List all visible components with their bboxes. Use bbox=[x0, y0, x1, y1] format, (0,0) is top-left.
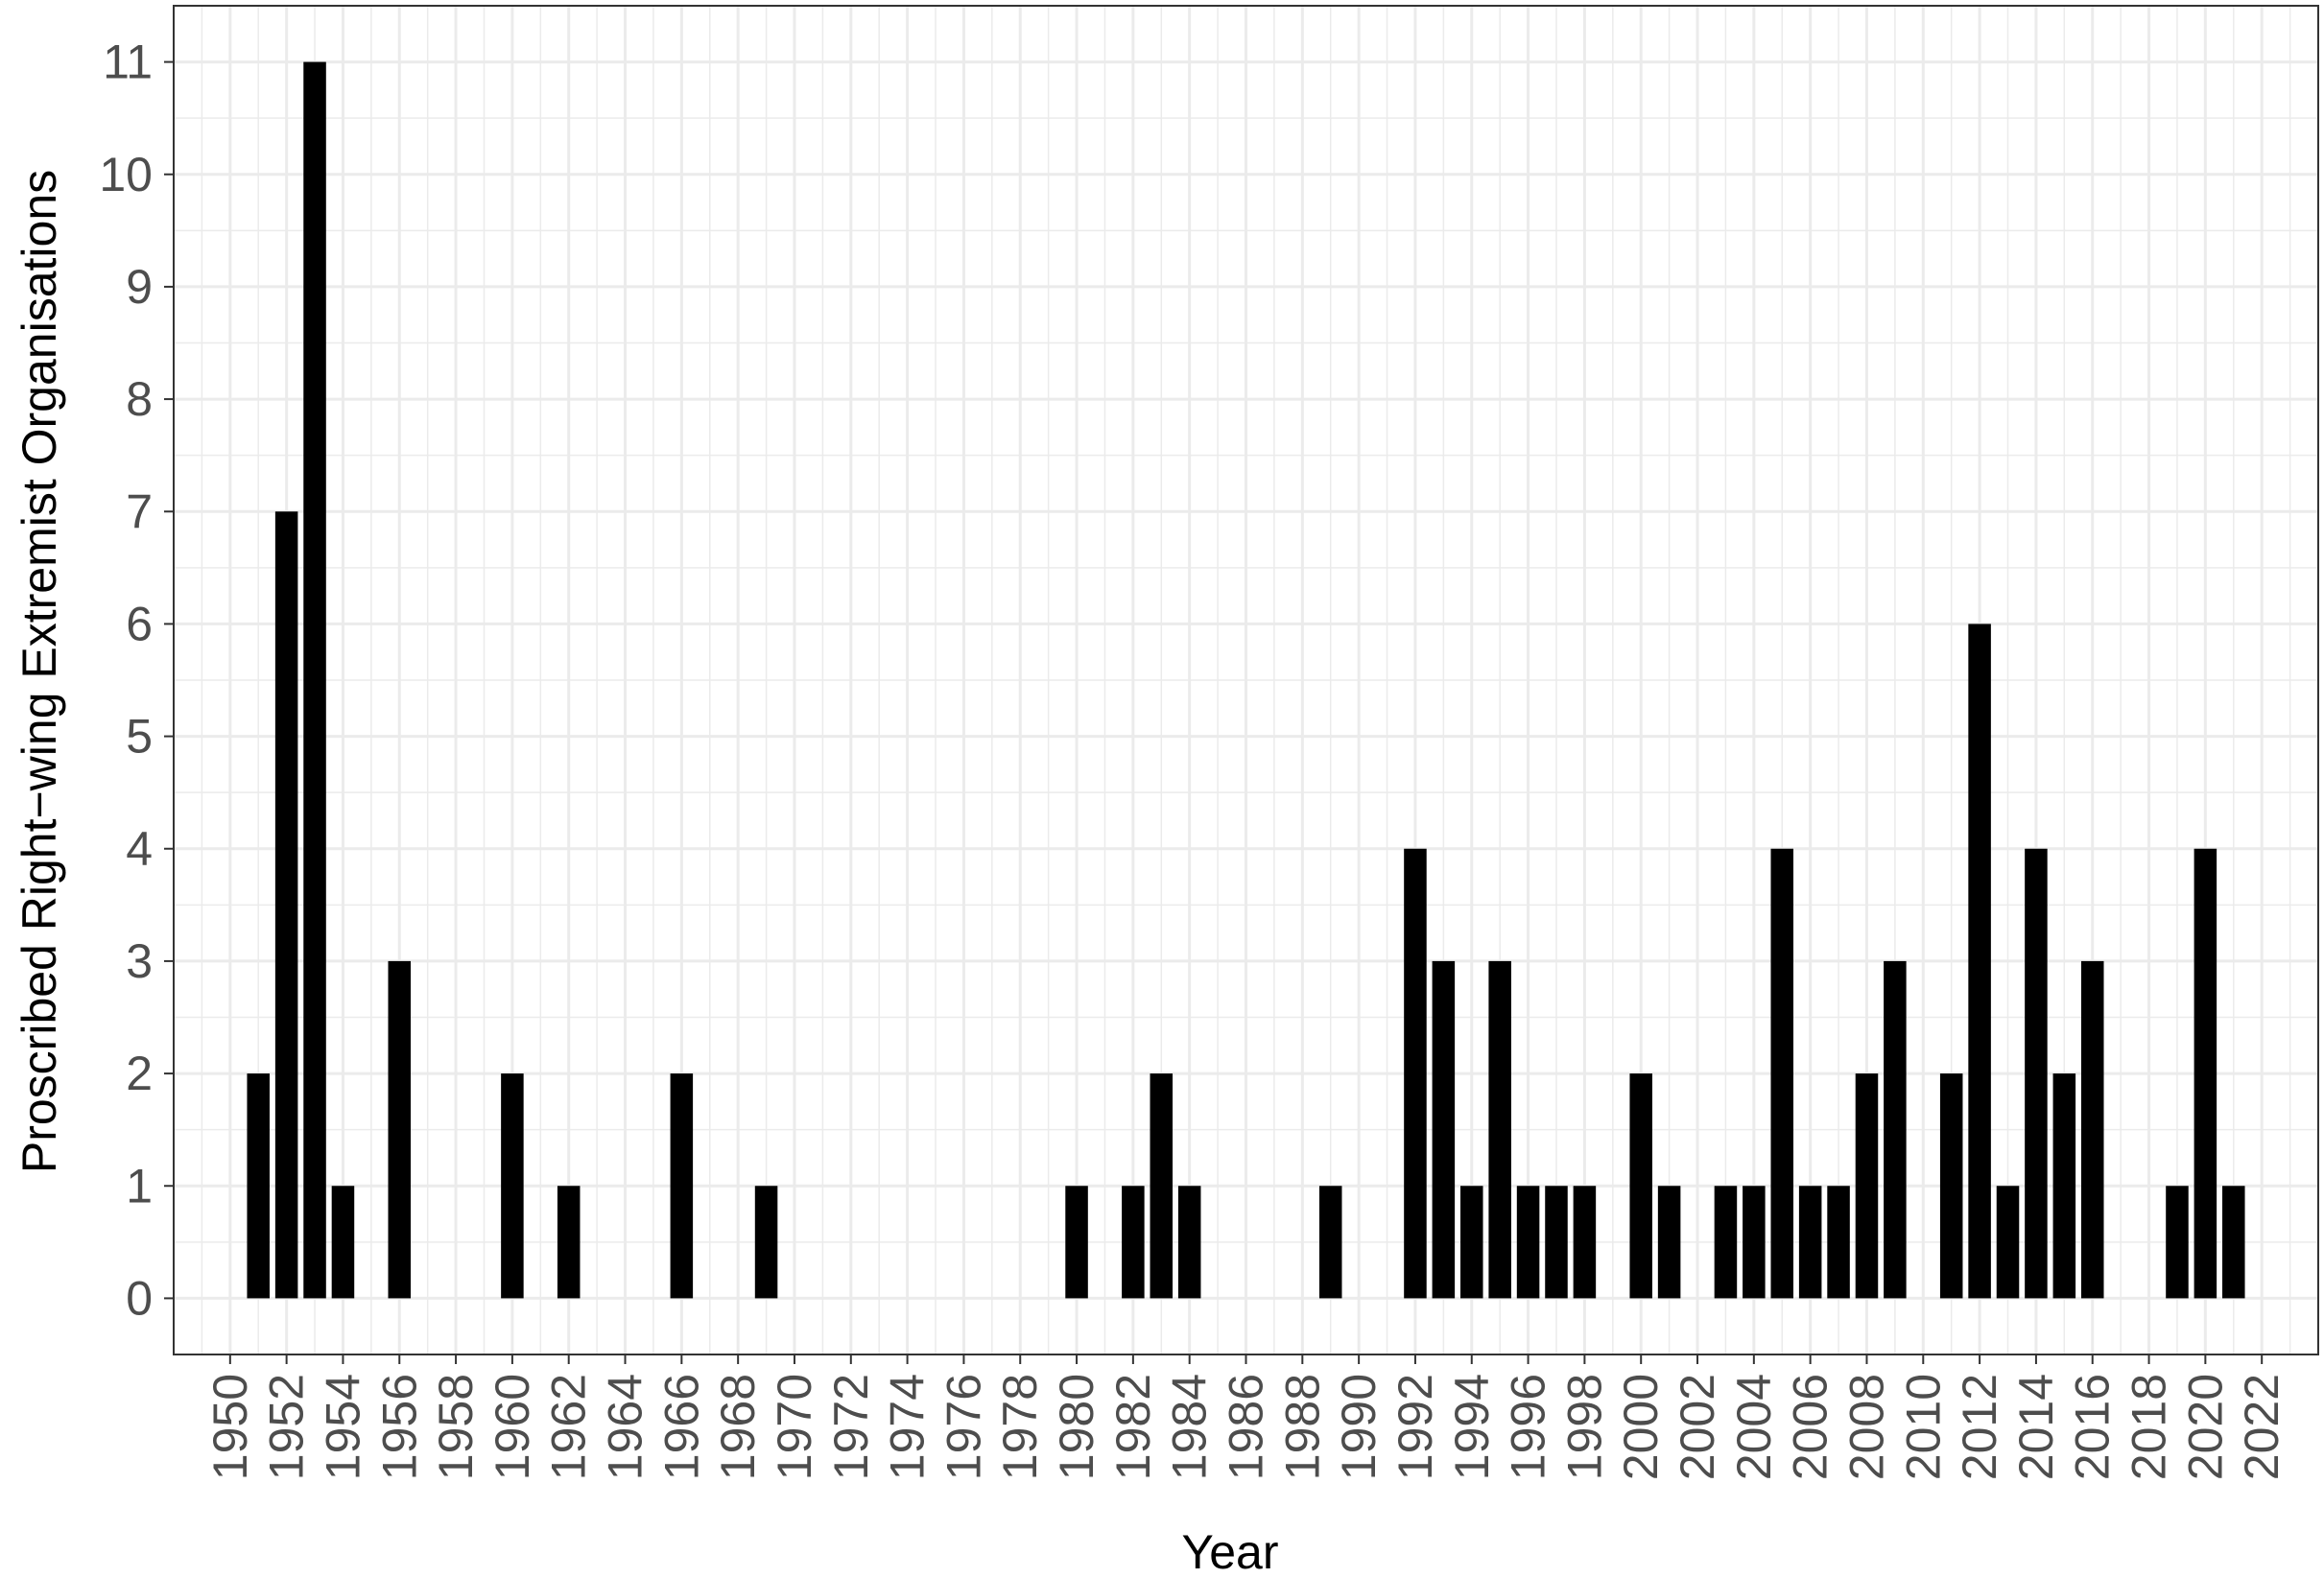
bar bbox=[303, 61, 326, 1299]
y-tick-label: 3 bbox=[126, 934, 153, 988]
x-tick-label: 2008 bbox=[1839, 1374, 1893, 1480]
y-tick-label: 6 bbox=[126, 597, 153, 650]
x-tick-label: 1954 bbox=[316, 1374, 369, 1480]
bar bbox=[1827, 1186, 1850, 1299]
x-axis-title: Year bbox=[1181, 1525, 1278, 1573]
x-tick-label: 1964 bbox=[599, 1374, 652, 1480]
x-tick-label: 1976 bbox=[937, 1374, 990, 1480]
x-tick-label: 1986 bbox=[1220, 1374, 1273, 1480]
x-tick-label: 1978 bbox=[993, 1374, 1047, 1480]
x-tick-label: 1960 bbox=[486, 1374, 539, 1480]
x-tick-label: 2004 bbox=[1727, 1374, 1781, 1480]
x-tick-label: 2000 bbox=[1614, 1374, 1668, 1480]
bar bbox=[557, 1186, 581, 1299]
bar bbox=[1798, 1186, 1822, 1299]
bar bbox=[1573, 1186, 1597, 1299]
x-tick-label: 1950 bbox=[203, 1374, 257, 1480]
x-tick-label: 1980 bbox=[1050, 1374, 1103, 1480]
x-tick-label: 1958 bbox=[429, 1374, 483, 1480]
bar bbox=[1714, 1186, 1738, 1299]
bar bbox=[501, 1073, 524, 1299]
x-tick-label: 1966 bbox=[654, 1374, 708, 1480]
x-tick-label: 1962 bbox=[542, 1374, 596, 1480]
bar bbox=[1460, 1186, 1483, 1299]
x-tick-label: 2012 bbox=[1953, 1374, 2006, 1480]
x-tick-label: 1992 bbox=[1388, 1374, 1442, 1480]
y-tick-label: 7 bbox=[126, 484, 153, 538]
x-tick-label: 1990 bbox=[1332, 1374, 1386, 1480]
bar bbox=[1629, 1073, 1652, 1299]
y-tick-label: 5 bbox=[126, 710, 153, 764]
bar bbox=[1884, 960, 1907, 1299]
bar bbox=[247, 1073, 270, 1299]
y-tick-label: 0 bbox=[126, 1271, 153, 1325]
y-tick-label: 8 bbox=[126, 372, 153, 426]
x-tick-label: 1952 bbox=[260, 1374, 314, 1480]
bar bbox=[331, 1186, 355, 1299]
bar bbox=[1545, 1186, 1568, 1299]
x-tick-label: 1998 bbox=[1557, 1374, 1611, 1480]
y-tick-label: 4 bbox=[126, 822, 153, 876]
bar bbox=[1122, 1186, 1145, 1299]
y-tick-label: 9 bbox=[126, 260, 153, 314]
y-tick-label: 2 bbox=[126, 1047, 153, 1100]
bar bbox=[1855, 1073, 1879, 1299]
bar bbox=[1996, 1186, 2020, 1299]
x-tick-label: 1970 bbox=[768, 1374, 821, 1480]
x-tick-label: 2002 bbox=[1671, 1374, 1724, 1480]
bar bbox=[1432, 960, 1456, 1299]
x-tick-label: 1996 bbox=[1502, 1374, 1555, 1480]
x-tick-label: 1988 bbox=[1275, 1374, 1329, 1480]
x-tick-label: 1972 bbox=[824, 1374, 878, 1480]
x-tick-label: 1956 bbox=[372, 1374, 426, 1480]
x-tick-label: 2018 bbox=[2122, 1374, 2176, 1480]
x-tick-label: 2022 bbox=[2235, 1374, 2288, 1480]
x-tick-label: 1982 bbox=[1106, 1374, 1160, 1480]
bar bbox=[2052, 1073, 2076, 1299]
x-tick-label: 2014 bbox=[2009, 1374, 2063, 1480]
bar bbox=[388, 960, 412, 1299]
bar bbox=[670, 1073, 694, 1299]
bar bbox=[1318, 1186, 1342, 1299]
y-axis-title: Proscribed Right−wing Extremist Organisa… bbox=[12, 170, 66, 1173]
bar bbox=[1939, 1073, 1963, 1299]
x-tick-label: 2020 bbox=[2178, 1374, 2232, 1480]
y-tick-label: 11 bbox=[103, 35, 153, 89]
bar bbox=[274, 511, 298, 1299]
bar bbox=[1488, 960, 1511, 1299]
x-tick-label: 1994 bbox=[1445, 1374, 1499, 1480]
bar bbox=[2080, 960, 2104, 1299]
bar bbox=[754, 1186, 778, 1299]
bar bbox=[1770, 848, 1794, 1299]
bar bbox=[2194, 848, 2217, 1299]
x-tick-label: 1974 bbox=[881, 1374, 935, 1480]
bar bbox=[2222, 1186, 2245, 1299]
bar bbox=[1516, 1186, 1540, 1299]
x-tick-label: 2006 bbox=[1784, 1374, 1838, 1480]
bar bbox=[1177, 1186, 1201, 1299]
bar bbox=[1968, 624, 1991, 1299]
bar bbox=[1743, 1186, 1766, 1299]
y-tick-label: 10 bbox=[99, 148, 153, 201]
bars bbox=[247, 61, 2245, 1299]
y-tick-label: 1 bbox=[126, 1159, 153, 1213]
bar bbox=[1065, 1186, 1088, 1299]
bar bbox=[2166, 1186, 2189, 1299]
bar bbox=[1657, 1186, 1681, 1299]
x-tick-label: 1984 bbox=[1163, 1374, 1217, 1480]
x-tick-label: 2016 bbox=[2066, 1374, 2120, 1480]
x-tick-label: 1968 bbox=[711, 1374, 765, 1480]
bar bbox=[1150, 1073, 1174, 1299]
x-tick-label: 2010 bbox=[1896, 1374, 1950, 1480]
bar bbox=[1404, 848, 1427, 1299]
bar bbox=[2025, 848, 2048, 1299]
